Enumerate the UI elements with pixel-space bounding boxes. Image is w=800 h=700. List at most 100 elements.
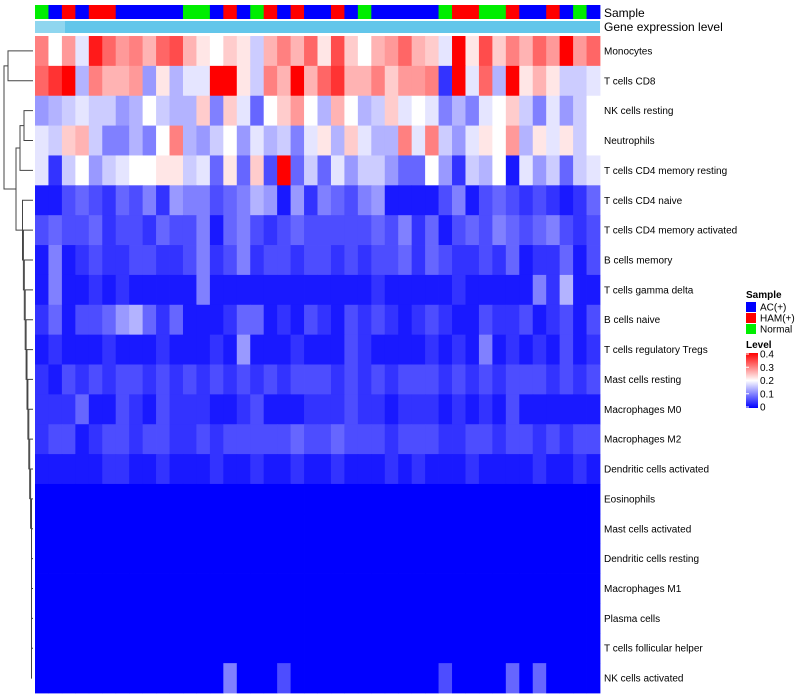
heatmap-cell	[61, 633, 76, 664]
heatmap-cell	[223, 65, 238, 97]
heatmap-cell	[586, 274, 601, 306]
heatmap-cell	[88, 155, 103, 186]
heatmap-cell	[129, 125, 144, 156]
heatmap-cell	[573, 245, 587, 276]
heatmap-cell	[236, 424, 251, 455]
heatmap-cell	[75, 304, 90, 336]
gene-expression-annotation-bar	[35, 21, 600, 33]
heatmap-cell	[357, 334, 372, 365]
heatmap-cell	[317, 36, 332, 67]
heatmap-cell	[478, 304, 493, 336]
heatmap-cell	[209, 334, 224, 365]
heatmap-cell	[438, 364, 453, 395]
heatmap-cell	[169, 543, 184, 574]
heatmap-cell	[88, 274, 103, 306]
heatmap-cell	[452, 633, 466, 664]
heatmap-cell	[169, 215, 184, 246]
heatmap-cell	[357, 394, 372, 425]
heatmap-cell	[425, 424, 439, 455]
heatmap-cell	[411, 633, 426, 664]
heatmap-cell	[519, 185, 534, 216]
heatmap-cell	[196, 304, 211, 336]
heatmap-cell	[223, 633, 238, 664]
heatmap-cell	[371, 95, 386, 126]
sample-cell	[546, 5, 561, 19]
heatmap-cell	[452, 483, 466, 515]
heatmap-cell	[478, 215, 493, 246]
heatmap-cell	[532, 334, 547, 365]
heatmap-cell	[384, 573, 399, 604]
heatmap-cell	[317, 215, 332, 246]
heatmap-cell	[505, 483, 520, 515]
heatmap-cell	[384, 663, 399, 694]
heatmap-cell	[573, 454, 587, 485]
heatmap-cell	[465, 334, 480, 365]
heatmap-cell	[129, 155, 144, 186]
heatmap-cell	[425, 513, 439, 545]
dendrogram-branch	[3, 65, 16, 190]
heatmap-cell	[129, 573, 144, 604]
heatmap-cell	[250, 155, 265, 186]
heatmap-cell	[478, 454, 493, 485]
heatmap-cell	[115, 663, 130, 694]
heatmap-cell	[573, 65, 587, 97]
heatmap-cell	[398, 513, 413, 545]
heatmap-cell	[263, 633, 278, 664]
heatmap-cell	[156, 454, 170, 485]
heatmap-cell	[478, 274, 493, 306]
heatmap-cell	[209, 394, 224, 425]
heatmap-cell	[438, 334, 453, 365]
heatmap-cell	[519, 304, 534, 336]
heatmap-cell	[411, 36, 426, 67]
heatmap-cell	[465, 573, 480, 604]
heatmap-cell	[142, 573, 157, 604]
heatmap-cell	[48, 155, 63, 186]
heatmap-cell	[371, 65, 386, 97]
heatmap-cell	[156, 155, 170, 186]
heatmap-cell	[169, 483, 184, 515]
heatmap-cell	[223, 603, 238, 634]
heatmap-cell	[48, 394, 63, 425]
heatmap-cell	[411, 364, 426, 395]
heatmap-cell	[465, 36, 480, 67]
heatmap-cell	[223, 513, 238, 545]
heatmap-cell	[290, 36, 305, 67]
heatmap-cell	[384, 185, 399, 216]
heatmap-cell	[182, 454, 197, 485]
heatmap-cell	[209, 364, 224, 395]
heatmap-cell	[452, 573, 466, 604]
heatmap-cell	[35, 334, 49, 365]
heatmap-cell	[182, 543, 197, 574]
heatmap-cell	[209, 633, 224, 664]
heatmap-cell	[142, 65, 157, 97]
legend: Sample AC(+)HAM(+)Normal Level 0.4 0.3 0.2…	[746, 290, 795, 414]
heatmap-cell	[250, 663, 265, 694]
heatmap-cell	[75, 603, 90, 634]
heatmap-cell	[452, 424, 466, 455]
heatmap-cell	[142, 513, 157, 545]
heatmap-cell	[277, 274, 291, 306]
heatmap-cell	[129, 304, 144, 336]
heatmap-cell	[88, 65, 103, 97]
heatmap-cell	[371, 364, 386, 395]
heatmap-cell	[75, 543, 90, 574]
heatmap-cell	[102, 424, 117, 455]
heatmap-cell	[75, 245, 90, 276]
heatmap-cell	[115, 573, 130, 604]
heatmap-cell	[559, 543, 574, 574]
row-label: Eosinophils	[604, 494, 655, 505]
heatmap-cell	[344, 364, 359, 395]
heatmap-cell	[452, 95, 466, 126]
heatmap-cell	[492, 185, 507, 216]
heatmap-cell	[304, 215, 318, 246]
heatmap-cell	[250, 185, 265, 216]
heatmap-cell	[330, 274, 345, 306]
sample-cell	[156, 5, 170, 19]
heatmap-cell	[438, 304, 453, 336]
heatmap-cell	[304, 454, 318, 485]
heatmap-cell	[115, 65, 130, 97]
heatmap-cell	[169, 334, 184, 365]
heatmap-cell	[425, 155, 439, 186]
heatmap-cell	[236, 36, 251, 67]
heatmap-cell	[277, 125, 291, 156]
